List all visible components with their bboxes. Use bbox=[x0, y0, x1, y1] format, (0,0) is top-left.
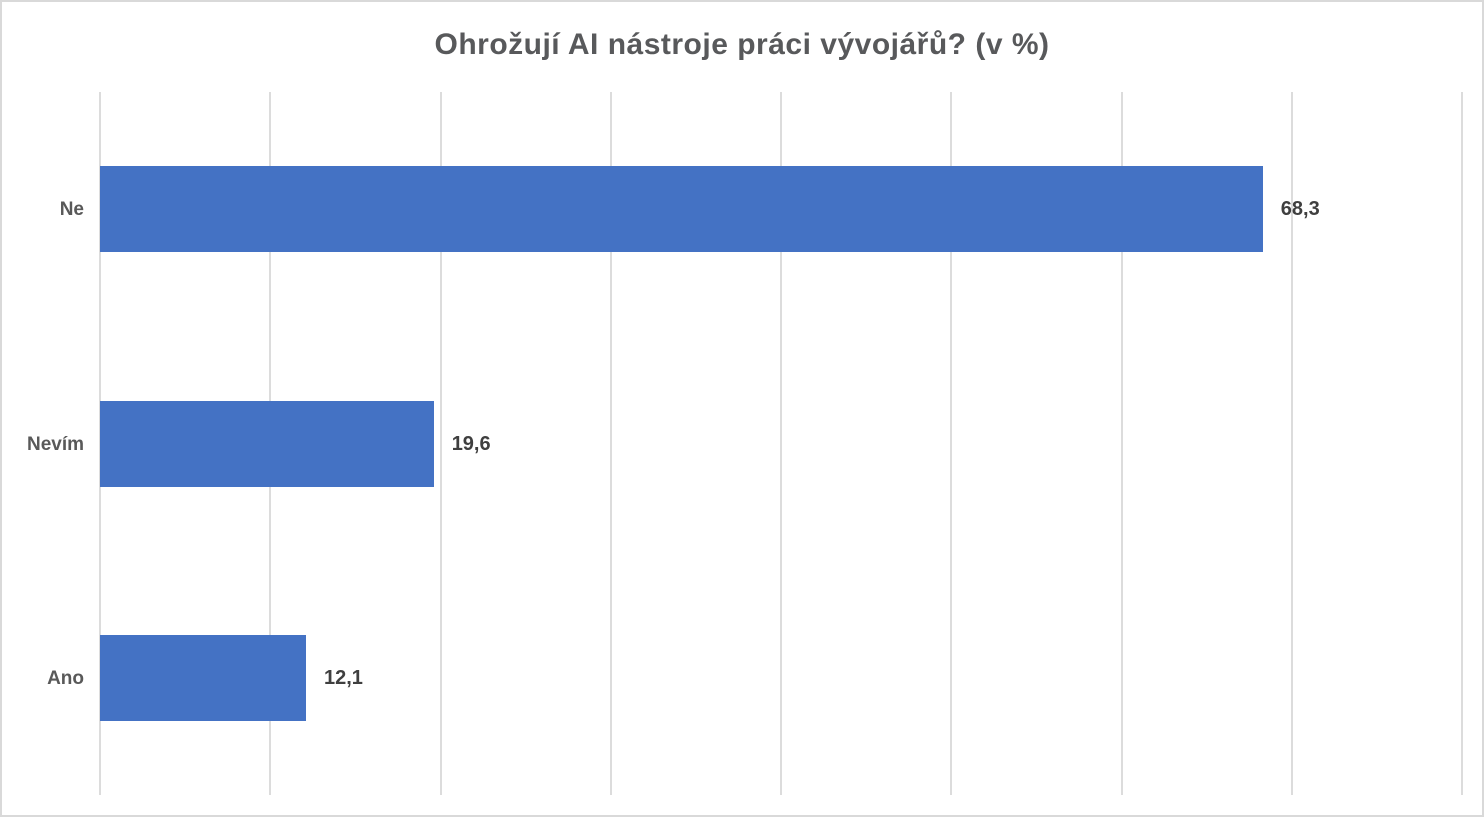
gridline bbox=[950, 92, 953, 795]
gridline bbox=[1461, 92, 1463, 795]
category-label: Nevím bbox=[26, 433, 84, 455]
bar-ne bbox=[100, 166, 1263, 253]
chart-title: Ohrožují AI nástroje práci vývojářů? (v … bbox=[434, 28, 1050, 61]
category-label: Ne bbox=[59, 199, 84, 221]
plot-area: 68,3 19,6 12,1 bbox=[99, 92, 1463, 795]
category-label: Ano bbox=[47, 667, 84, 689]
gridline bbox=[1120, 92, 1123, 795]
gridline bbox=[609, 92, 612, 795]
gridline bbox=[439, 92, 442, 795]
bar-nevim bbox=[100, 400, 434, 487]
bar-ano bbox=[100, 634, 306, 721]
value-label: 12,1 bbox=[324, 666, 363, 689]
value-label: 68,3 bbox=[1280, 198, 1320, 221]
value-label: 19,6 bbox=[451, 432, 491, 455]
gridline bbox=[1290, 92, 1293, 795]
gridline bbox=[780, 92, 782, 795]
